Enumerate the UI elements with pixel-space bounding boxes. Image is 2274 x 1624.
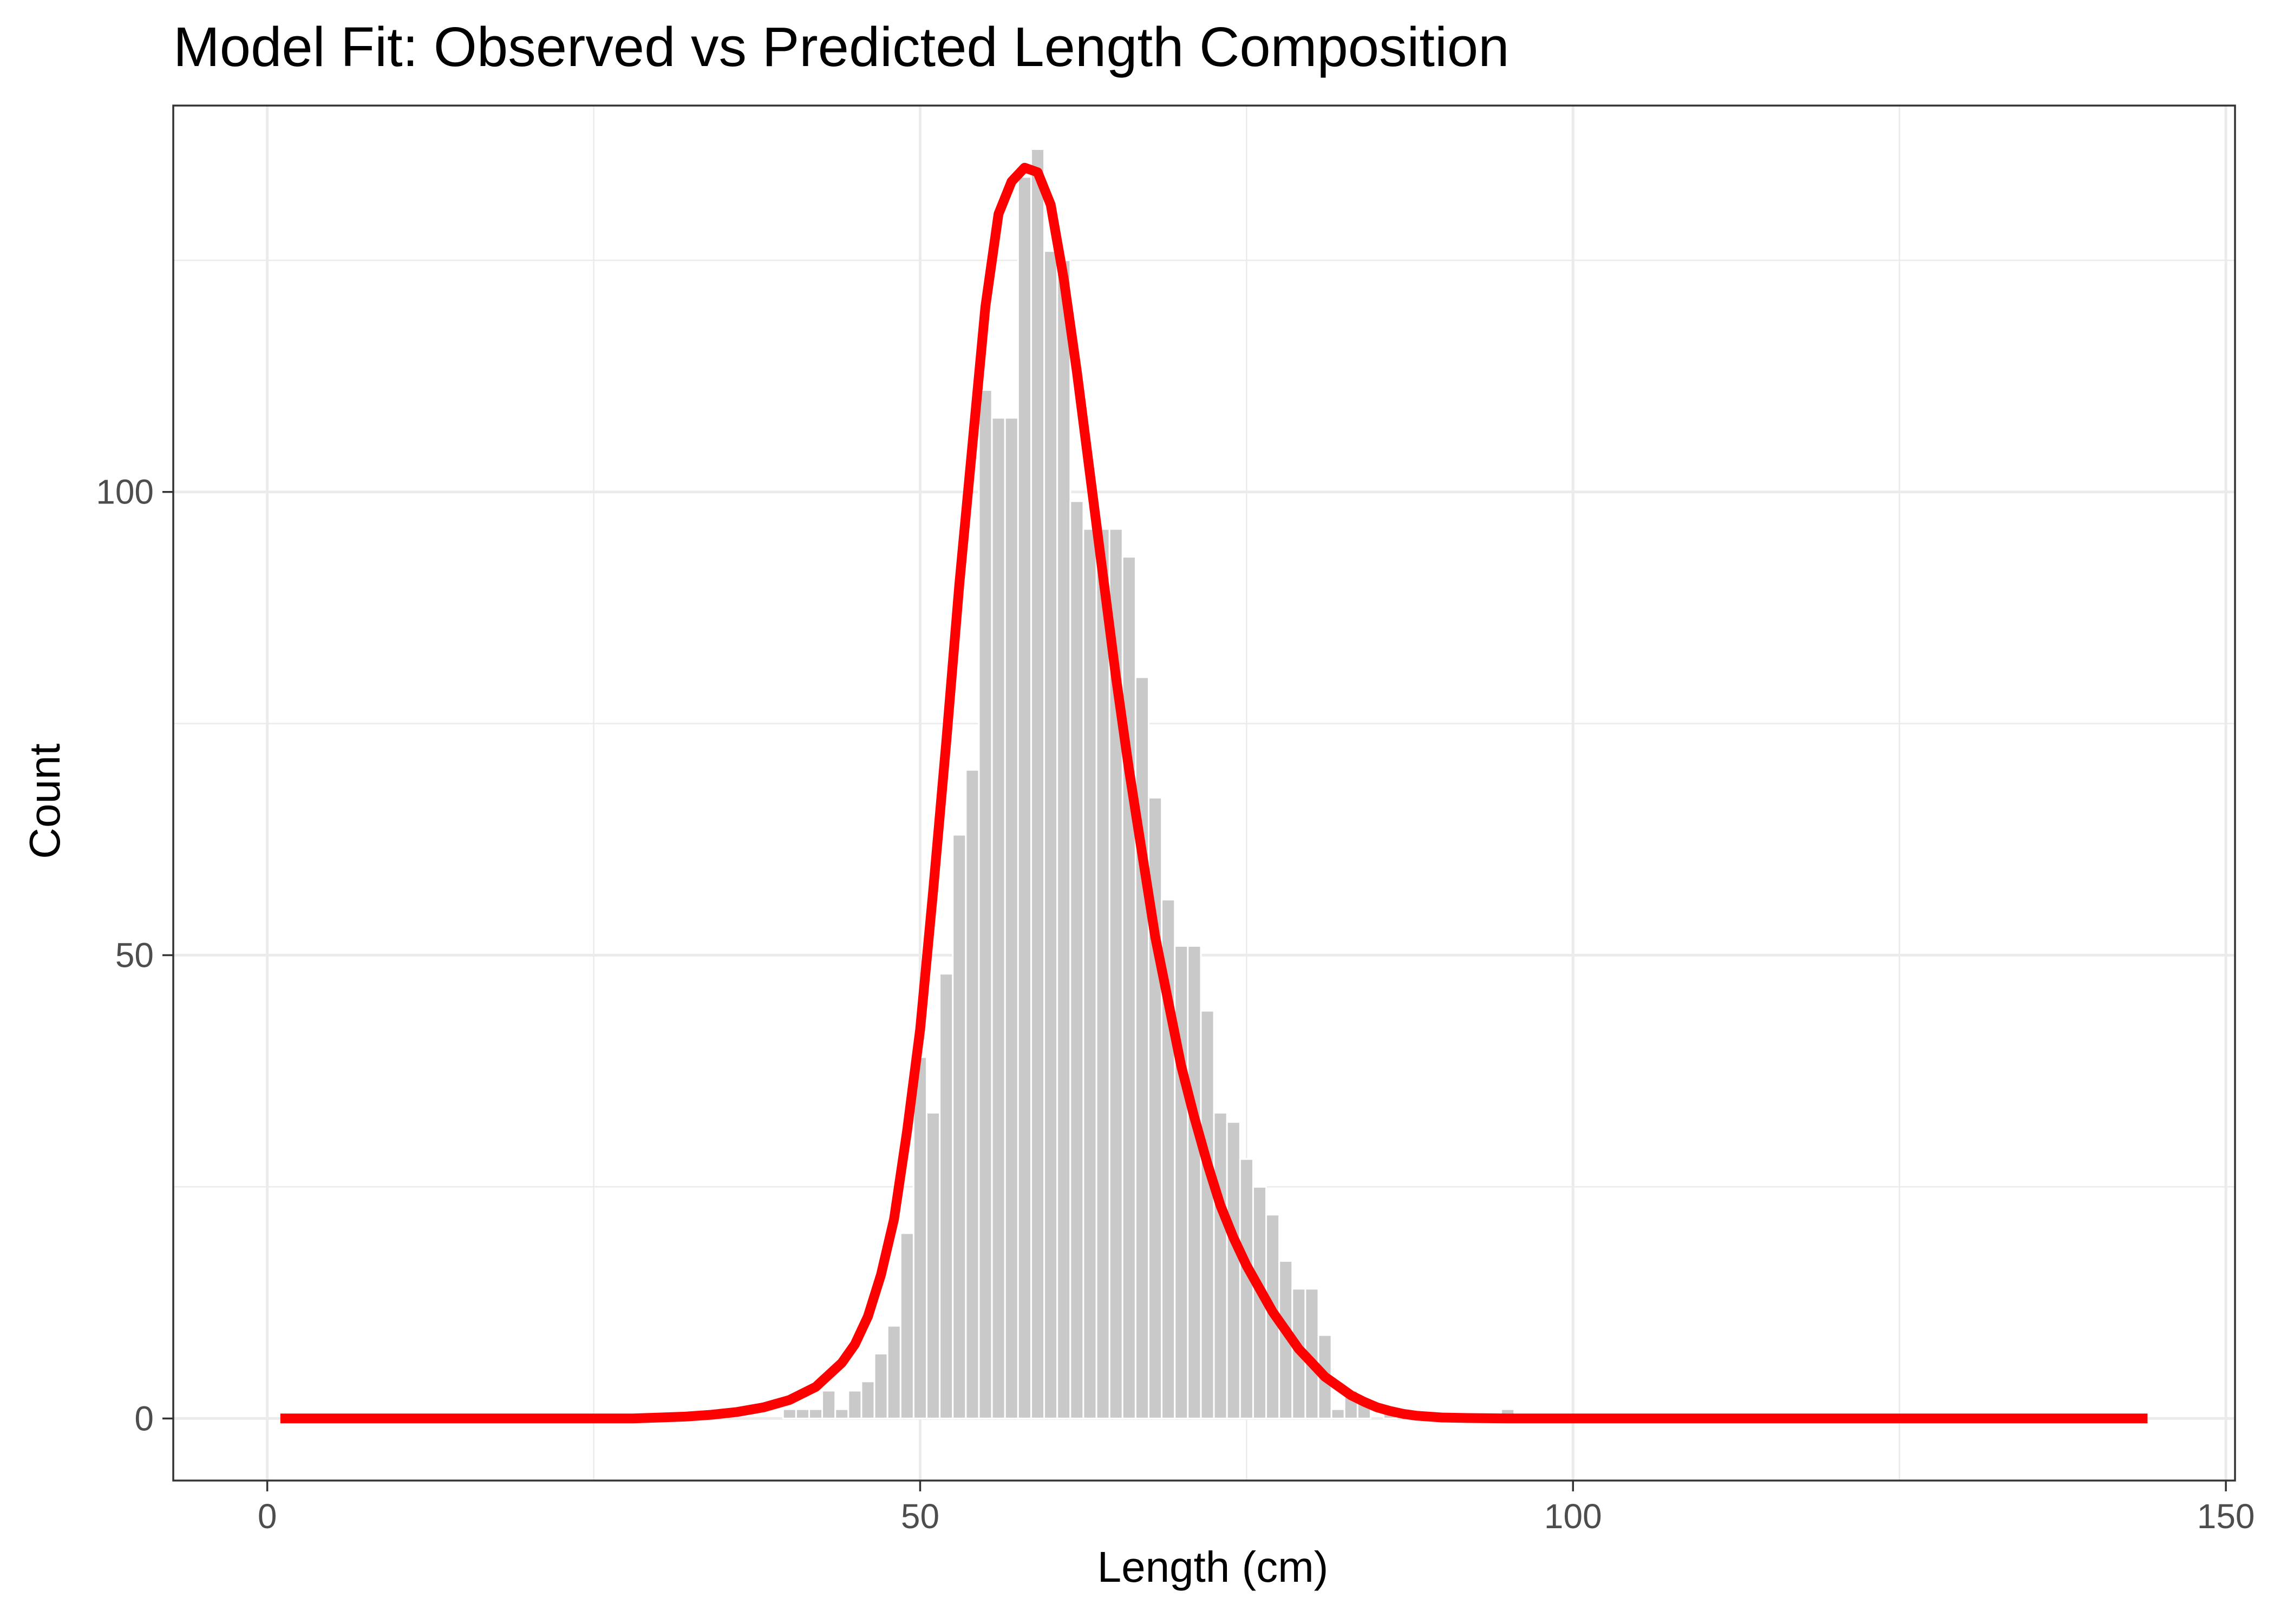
observed-bar xyxy=(899,1232,914,1419)
x-tick-label: 150 xyxy=(2197,1497,2255,1536)
observed-bar xyxy=(1278,1260,1293,1419)
observed-bar xyxy=(1134,676,1150,1419)
x-tick-label: 0 xyxy=(258,1497,277,1536)
observed-bar xyxy=(834,1408,850,1419)
observed-bar xyxy=(1095,528,1110,1419)
observed-bar xyxy=(886,1325,901,1419)
observed-bar xyxy=(939,973,954,1419)
observed-bar xyxy=(1056,259,1071,1419)
y-axis-title: Count xyxy=(21,743,69,859)
observed-bar xyxy=(1200,1010,1215,1419)
observed-bar xyxy=(965,769,980,1419)
observed-bar xyxy=(1121,556,1136,1419)
x-tick-label: 100 xyxy=(1544,1497,1602,1536)
observed-bar xyxy=(1213,1111,1228,1419)
observed-bar xyxy=(782,1408,797,1419)
observed-bar xyxy=(1252,1186,1267,1419)
observed-bar xyxy=(1174,945,1189,1419)
observed-bar xyxy=(978,389,993,1419)
observed-bar xyxy=(912,1056,928,1419)
panel-border xyxy=(172,104,2236,1482)
observed-bar xyxy=(1004,417,1019,1419)
observed-bar xyxy=(860,1380,875,1419)
observed-bar xyxy=(1030,148,1045,1419)
observed-bar xyxy=(1082,528,1097,1419)
y-tick-label: 100 xyxy=(96,473,154,512)
observed-bar xyxy=(926,1111,941,1419)
observed-bar xyxy=(1187,945,1202,1419)
observed-bar xyxy=(991,417,1006,1419)
observed-bar xyxy=(795,1408,810,1419)
minor-gridlines xyxy=(173,106,2235,1481)
predicted-fit-line xyxy=(280,162,2148,1424)
chart-title: Model Fit: Observed vs Predicted Length … xyxy=(173,16,1509,78)
observed-bar xyxy=(1330,1408,1345,1419)
observed-bar xyxy=(873,1353,888,1419)
observed-bar xyxy=(1069,500,1084,1419)
observed-bar xyxy=(1017,176,1032,1419)
x-tick-label: 50 xyxy=(901,1497,939,1536)
observed-bar xyxy=(1226,1121,1241,1419)
observed-bar xyxy=(1239,1158,1254,1419)
x-axis-title: Length (cm) xyxy=(1097,1543,1329,1591)
observed-bar xyxy=(1043,250,1058,1419)
observed-bar xyxy=(847,1390,862,1419)
y-tick-label: 50 xyxy=(115,936,154,975)
observed-bar xyxy=(808,1408,824,1419)
y-tick-label: 0 xyxy=(134,1399,154,1438)
y-axis: 0 50 100 xyxy=(96,473,173,1438)
observed-bar xyxy=(952,834,967,1419)
x-axis: 0 50 100 150 xyxy=(258,1481,2255,1536)
observed-bar xyxy=(821,1390,837,1419)
